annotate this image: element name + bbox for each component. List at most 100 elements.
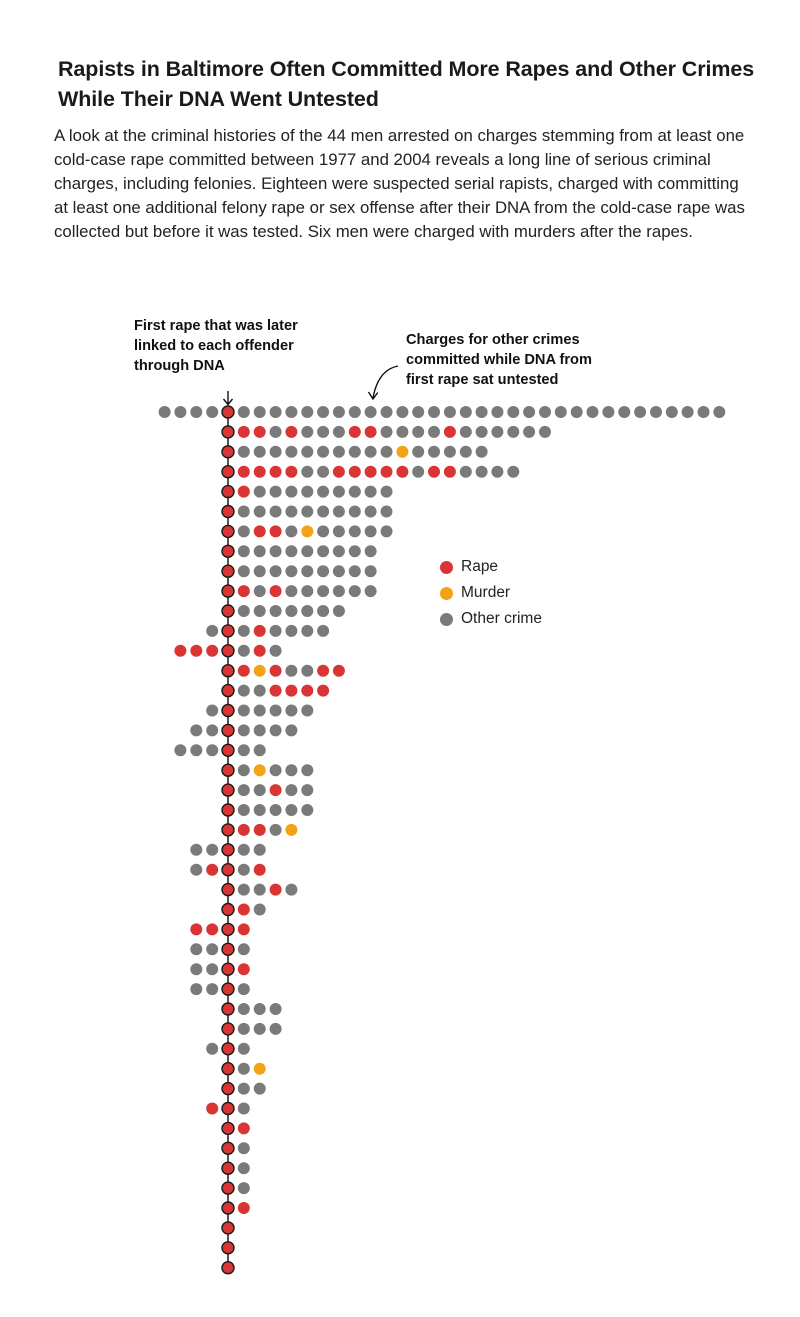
other-crime-dot (253, 1082, 266, 1095)
other-crime-dot (317, 425, 330, 438)
rape-dot (443, 465, 456, 478)
other-crime-dot (237, 843, 250, 856)
first-rape-dot (221, 1022, 235, 1036)
other-crime-dot (237, 1142, 250, 1155)
other-crime-dot (301, 425, 314, 438)
other-crime-dot (475, 406, 488, 418)
rape-dot (237, 664, 250, 677)
other-crime-dot (412, 445, 425, 458)
other-crime-dot (253, 744, 266, 757)
other-crime-dot (317, 445, 330, 458)
rape-dot (285, 425, 298, 438)
rape-dot (237, 923, 250, 936)
first-rape-dot (221, 902, 235, 917)
curved-arrow-icon (372, 365, 399, 399)
rape-dot (237, 903, 250, 916)
other-crime-dot (332, 545, 345, 558)
other-crime-dot (237, 644, 250, 657)
other-crime-dot (459, 465, 472, 478)
other-crime-dot-before (190, 963, 203, 976)
other-crime-dot (285, 704, 298, 717)
rape-dot (285, 684, 298, 697)
other-crime-dot (285, 664, 298, 677)
other-crime-dot (269, 644, 282, 657)
other-crime-dot (301, 565, 314, 578)
other-crime-dot (507, 425, 520, 438)
first-rape-dot (221, 823, 235, 837)
other-crime-dot (459, 445, 472, 458)
other-crime-dot (332, 505, 345, 518)
other-crime-dot (237, 525, 250, 538)
rape-dot (253, 425, 266, 438)
rape-dot (269, 883, 282, 896)
first-rape-dot (221, 1141, 235, 1156)
other-crime-dot (237, 863, 250, 876)
rape-dot (253, 823, 266, 836)
other-crime-dot (237, 1102, 250, 1115)
other-crime-dot (253, 784, 266, 797)
first-rape-dot (221, 524, 235, 539)
other-crime-dot (364, 585, 377, 598)
other-crime-dot (332, 485, 345, 498)
other-crime-dot (269, 724, 282, 737)
other-crime-dot-before (190, 983, 203, 996)
other-crime-dot (618, 406, 631, 418)
first-rape-dot (221, 1121, 235, 1136)
rape-dot (237, 823, 250, 836)
first-rape-dot (221, 504, 235, 519)
first-rape-dot (221, 803, 235, 817)
rape-dot-before (174, 644, 187, 657)
rape-dot (253, 863, 266, 876)
first-rape-dot (221, 664, 235, 678)
murder-dot (285, 823, 298, 836)
other-crime-dot-before (206, 963, 219, 976)
other-crime-dot (539, 406, 551, 418)
rape-dot-before (190, 644, 203, 657)
other-crime-dot (269, 485, 282, 498)
other-crime-dot (507, 465, 520, 478)
other-crime-dot (237, 445, 250, 458)
other-crime-dot (253, 585, 266, 598)
rape-dot (396, 465, 409, 478)
other-crime-dot (301, 505, 314, 518)
other-crime-dot (237, 624, 250, 637)
other-crime-dot (317, 406, 330, 418)
other-crime-dot-before (174, 406, 187, 418)
other-crime-dot (317, 624, 330, 637)
other-crime-dot (301, 764, 314, 777)
murder-dot (396, 445, 409, 458)
other-crime-dot (285, 525, 298, 538)
other-crime-dot (396, 406, 409, 418)
other-crime-dot (301, 465, 314, 478)
other-crime-dot (237, 744, 250, 757)
other-crime-dot (237, 983, 250, 996)
other-crime-dot (317, 505, 330, 518)
other-crime-dot (523, 406, 536, 418)
other-crime-dot (253, 406, 266, 418)
other-crime-dot-before (190, 843, 203, 856)
other-crime-dot (380, 445, 393, 458)
other-crime-dot (285, 545, 298, 558)
other-crime-dot (237, 784, 250, 797)
other-crime-dot (253, 605, 266, 617)
other-crime-dot (237, 724, 250, 737)
other-crime-dot (332, 605, 345, 617)
legend-label-other-crime: Other crime (461, 610, 542, 627)
first-rape-dot (221, 1061, 235, 1076)
murder-dot (253, 764, 266, 777)
other-crime-dot (570, 406, 583, 418)
other-crime-dot (380, 406, 393, 418)
other-crime-dot (681, 406, 694, 418)
other-crime-dot (285, 505, 298, 518)
other-crime-dot (348, 565, 361, 578)
other-crime-dot (602, 406, 615, 418)
other-crime-dot (253, 445, 266, 458)
other-crime-dot (253, 724, 266, 737)
other-crime-dot (269, 764, 282, 777)
other-crime-dot (285, 605, 298, 617)
other-crime-dot (253, 545, 266, 558)
first-rape-dot (221, 465, 235, 479)
first-rape-dot (221, 644, 235, 658)
other-crime-dot (269, 804, 282, 816)
other-crime-dot (253, 804, 266, 816)
